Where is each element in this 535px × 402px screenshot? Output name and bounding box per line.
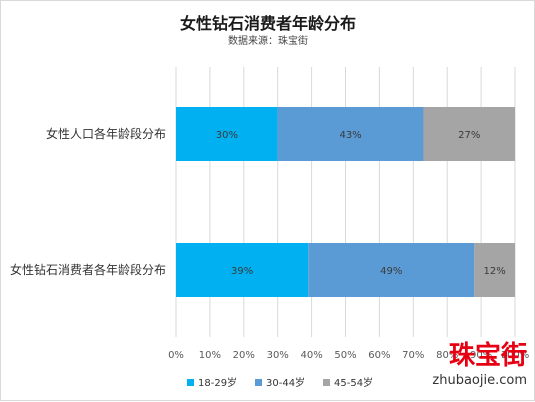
bar-data-label: 12% bbox=[484, 266, 506, 277]
x-tick-label: 70% bbox=[402, 350, 424, 361]
bar-segment bbox=[423, 107, 515, 161]
legend-label: 45-54岁 bbox=[334, 376, 373, 389]
legend: 18-29岁 30-44岁 45-54岁 bbox=[187, 376, 373, 389]
chart-title: 女性钻石消费者年龄分布 bbox=[180, 14, 356, 33]
category-label: 女性钻石消费者各年龄段分布 bbox=[10, 262, 166, 277]
legend-label: 30-44岁 bbox=[266, 376, 305, 389]
bar-segment bbox=[308, 243, 475, 297]
x-tick-label: 90% bbox=[470, 350, 492, 361]
bar-segment bbox=[474, 243, 515, 297]
bar-segment bbox=[176, 243, 309, 297]
x-tick-label: 100% bbox=[501, 350, 530, 361]
x-tick-labels: 0% 10% 20% 30% 40% 50% 60% 70% 80% 90% 100% bbox=[168, 350, 529, 361]
legend-swatch bbox=[255, 379, 262, 386]
bar-data-label: 30% bbox=[216, 130, 238, 141]
legend-swatch bbox=[187, 379, 194, 386]
x-tick-label: 80% bbox=[436, 350, 458, 361]
legend-label: 18-29岁 bbox=[198, 376, 237, 389]
category-label: 女性人口各年龄段分布 bbox=[46, 126, 166, 141]
watermark-cn: 珠宝街 bbox=[449, 340, 527, 371]
bar-data-label: 27% bbox=[458, 130, 480, 141]
bar-data-label: 49% bbox=[380, 266, 402, 277]
legend-swatch bbox=[323, 379, 330, 386]
x-tick-label: 0% bbox=[168, 350, 184, 361]
x-tick-label: 60% bbox=[368, 350, 390, 361]
watermark-en: zhubaojie.com bbox=[432, 373, 527, 388]
x-tick-label: 10% bbox=[199, 350, 221, 361]
bar-data-label: 39% bbox=[231, 266, 253, 277]
bar-segment bbox=[176, 107, 278, 161]
bar-segment bbox=[277, 107, 424, 161]
bar-data-label: 43% bbox=[339, 130, 361, 141]
x-tick-label: 40% bbox=[300, 350, 322, 361]
watermark: 珠宝街 zhubaojie.com bbox=[432, 340, 527, 388]
x-tick-label: 20% bbox=[233, 350, 255, 361]
chart-subtitle: 数据来源：珠宝街 bbox=[228, 34, 308, 47]
x-tick-label: 30% bbox=[267, 350, 289, 361]
x-tick-label: 50% bbox=[334, 350, 356, 361]
bars: 30% 43% 27% 39% 49% 12% bbox=[176, 107, 515, 297]
